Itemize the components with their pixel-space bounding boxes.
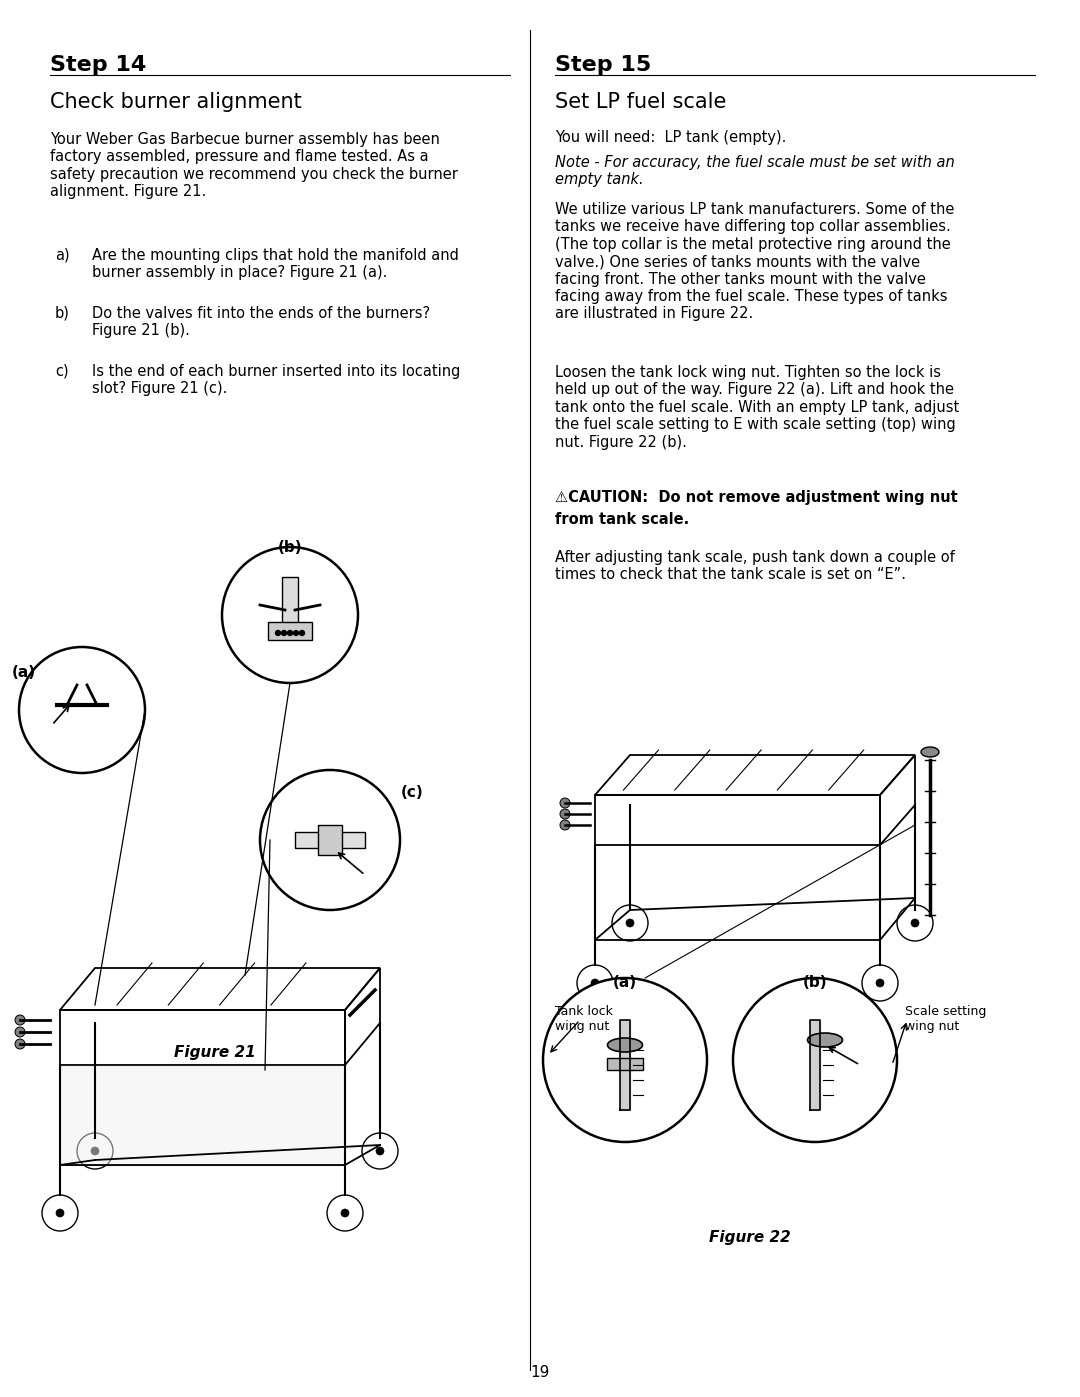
Bar bbox=[282, 577, 298, 624]
Text: from tank scale.: from tank scale. bbox=[555, 511, 689, 527]
Text: Loosen the tank lock wing nut. Tighten so the lock is
held up out of the way. Fi: Loosen the tank lock wing nut. Tighten s… bbox=[555, 365, 959, 450]
Text: Tank lock
wing nut: Tank lock wing nut bbox=[555, 1004, 612, 1032]
Circle shape bbox=[341, 1208, 349, 1217]
Circle shape bbox=[260, 770, 400, 909]
Circle shape bbox=[56, 1208, 64, 1217]
Circle shape bbox=[912, 919, 919, 928]
Circle shape bbox=[15, 1016, 25, 1025]
Text: Figure 22: Figure 22 bbox=[710, 1229, 791, 1245]
Text: We utilize various LP tank manufacturers. Some of the
tanks we receive have diff: We utilize various LP tank manufacturers… bbox=[555, 203, 955, 321]
Circle shape bbox=[733, 978, 897, 1141]
Text: Note - For accuracy, the fuel scale must be set with an
empty tank.: Note - For accuracy, the fuel scale must… bbox=[555, 155, 955, 187]
Bar bbox=[607, 1058, 643, 1070]
Text: Figure 21: Figure 21 bbox=[174, 1045, 256, 1060]
Text: Your Weber Gas Barbecue burner assembly has been
factory assembled, pressure and: Your Weber Gas Barbecue burner assembly … bbox=[50, 131, 458, 200]
Polygon shape bbox=[620, 1020, 630, 1111]
Circle shape bbox=[275, 630, 281, 636]
Text: You will need:  LP tank (empty).: You will need: LP tank (empty). bbox=[555, 130, 786, 145]
Circle shape bbox=[15, 1039, 25, 1049]
Text: (b): (b) bbox=[278, 541, 302, 555]
Text: b): b) bbox=[55, 306, 70, 321]
Text: (c): (c) bbox=[401, 785, 423, 800]
Text: Step 15: Step 15 bbox=[555, 54, 651, 75]
Circle shape bbox=[282, 630, 286, 636]
Text: Step 14: Step 14 bbox=[50, 54, 146, 75]
Circle shape bbox=[561, 820, 570, 830]
Circle shape bbox=[591, 979, 599, 988]
Circle shape bbox=[299, 630, 305, 636]
Text: 19: 19 bbox=[530, 1365, 550, 1380]
Text: a): a) bbox=[55, 249, 69, 263]
Polygon shape bbox=[810, 1020, 820, 1111]
Text: c): c) bbox=[55, 365, 69, 379]
Circle shape bbox=[91, 1147, 99, 1155]
Bar bbox=[295, 833, 365, 848]
Circle shape bbox=[287, 630, 293, 636]
Text: Do the valves fit into the ends of the burners?
Figure 21 (b).: Do the valves fit into the ends of the b… bbox=[92, 306, 430, 338]
Text: Is the end of each burner inserted into its locating
slot? Figure 21 (c).: Is the end of each burner inserted into … bbox=[92, 365, 460, 397]
Text: ⚠CAUTION:  Do not remove adjustment wing nut: ⚠CAUTION: Do not remove adjustment wing … bbox=[555, 490, 958, 504]
Polygon shape bbox=[60, 1065, 345, 1165]
Text: (b): (b) bbox=[802, 975, 827, 990]
Text: Scale setting
wing nut: Scale setting wing nut bbox=[905, 1004, 986, 1032]
Ellipse shape bbox=[607, 1038, 643, 1052]
Text: Check burner alignment: Check burner alignment bbox=[50, 92, 301, 112]
Circle shape bbox=[876, 979, 885, 988]
Bar bbox=[318, 826, 342, 855]
Circle shape bbox=[376, 1147, 384, 1155]
Text: Set LP fuel scale: Set LP fuel scale bbox=[555, 92, 727, 112]
Circle shape bbox=[294, 630, 298, 636]
Ellipse shape bbox=[808, 1032, 842, 1046]
Circle shape bbox=[561, 798, 570, 807]
Circle shape bbox=[543, 978, 707, 1141]
Text: Are the mounting clips that hold the manifold and
burner assembly in place? Figu: Are the mounting clips that hold the man… bbox=[92, 249, 459, 281]
Circle shape bbox=[19, 647, 145, 773]
Circle shape bbox=[626, 919, 634, 928]
Circle shape bbox=[222, 548, 357, 683]
Text: (a): (a) bbox=[613, 975, 637, 990]
Ellipse shape bbox=[921, 747, 939, 757]
Bar bbox=[268, 622, 312, 640]
Text: (a): (a) bbox=[12, 665, 36, 680]
Circle shape bbox=[561, 809, 570, 819]
Circle shape bbox=[15, 1027, 25, 1037]
Text: After adjusting tank scale, push tank down a couple of
times to check that the t: After adjusting tank scale, push tank do… bbox=[555, 550, 955, 583]
